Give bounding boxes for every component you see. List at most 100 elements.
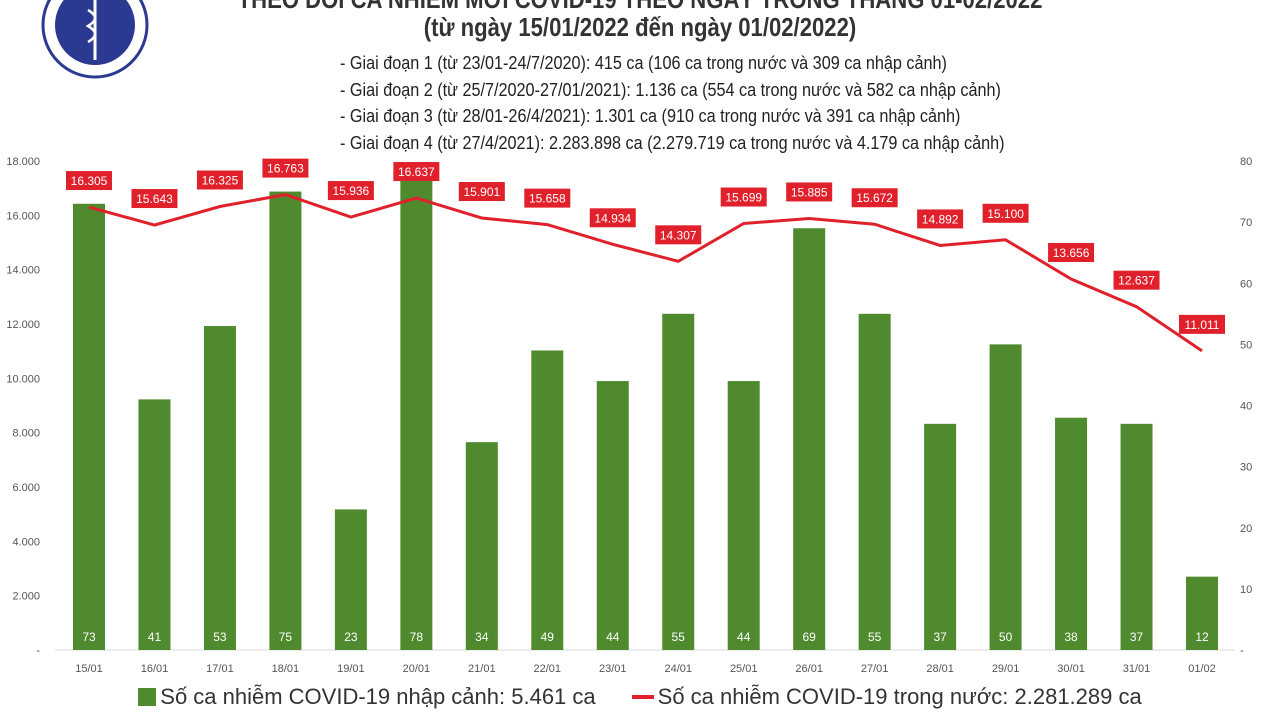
x-tick-label: 27/01: [861, 663, 889, 675]
bar-value-label: 49: [541, 630, 555, 644]
line-label-box: [196, 170, 243, 190]
left-tick-label: -: [36, 645, 40, 657]
line-value-label: 16.637: [398, 165, 435, 179]
line-value-label: 14.892: [922, 212, 959, 226]
left-tick-label: 2.000: [12, 591, 40, 603]
bar: [400, 173, 433, 650]
line-label-box: [66, 171, 112, 191]
x-tick-label: 28/01: [926, 663, 954, 675]
line-value-label: 15.885: [791, 185, 828, 199]
bar: [989, 344, 1022, 650]
line-label-box: [720, 187, 767, 207]
note-phase-1: - Giai đoạn 1 (từ 23/01-24/7/2020): 415 …: [340, 53, 947, 73]
bar-value-label: 38: [1064, 630, 1078, 644]
line-label-box: [655, 225, 702, 245]
note-phase-2: - Giai đoạn 2 (từ 25/7/2020-27/01/2021):…: [340, 79, 1001, 100]
line-value-label: 14.307: [660, 228, 697, 242]
bar-value-label: 55: [672, 630, 686, 644]
x-tick-label: 16/01: [141, 663, 169, 675]
left-tick-label: 14.000: [6, 265, 40, 277]
combo-chart: - 2.000 4.000 6.000 8.000 10.000 12.000 14.000 1…: [6, 156, 1252, 675]
bar-value-label: 73: [82, 630, 96, 644]
bar: [924, 423, 957, 650]
left-tick-label: 6.000: [12, 482, 40, 494]
bar: [858, 313, 891, 650]
bar-value-label: 78: [410, 630, 424, 644]
x-tick-label: 26/01: [795, 663, 823, 675]
legend-line-swatch: [631, 695, 654, 699]
x-tick-label: 01/02: [1188, 663, 1216, 675]
right-tick-label: 60: [1240, 278, 1252, 290]
bar-value-label: 41: [148, 630, 162, 644]
x-tick-label: 31/01: [1123, 663, 1151, 675]
right-tick-label: 80: [1240, 156, 1252, 168]
line-label-box: [589, 208, 636, 228]
x-tick-label: 19/01: [337, 663, 365, 675]
x-tick-label: 18/01: [272, 663, 300, 675]
legend-bar: Số ca nhiễm COVID-19 nhập cảnh: 5.461 ca: [138, 684, 596, 710]
bar: [662, 313, 695, 650]
bar: [793, 228, 826, 651]
line-label-box: [1048, 243, 1095, 263]
line-value-label: 15.672: [856, 191, 893, 205]
bar: [1055, 417, 1088, 650]
ministry-of-health-logo: [41, 0, 149, 79]
line-value-label: 15.658: [529, 192, 566, 206]
bar: [334, 509, 367, 650]
legend: Số ca nhiễm COVID-19 nhập cảnh: 5.461 ca…: [0, 684, 1280, 710]
bar: [727, 381, 760, 650]
bar: [203, 326, 236, 650]
bar-value-label: 53: [213, 630, 227, 644]
right-tick-label: -: [1240, 645, 1244, 657]
legend-bar-label: Số ca nhiễm COVID-19 nhập cảnh: 5.461 ca: [160, 684, 596, 709]
bar-value-label: 44: [737, 630, 751, 644]
line-value-label: 16.325: [202, 174, 239, 188]
x-tick-label: 17/01: [206, 663, 234, 675]
line-value-label: 15.936: [333, 184, 370, 198]
line-label-box: [1113, 270, 1160, 290]
line-value-label: 12.637: [1118, 274, 1155, 288]
right-tick-label: 30: [1240, 462, 1252, 474]
x-tick-label: 24/01: [664, 663, 692, 675]
bar: [531, 350, 564, 650]
right-tick-label: 40: [1240, 401, 1252, 413]
right-tick-label: 10: [1240, 584, 1252, 596]
x-tick-label: 15/01: [75, 663, 103, 675]
line-label-box: [982, 203, 1029, 223]
x-tick-label: 21/01: [468, 663, 496, 675]
bar: [73, 203, 105, 650]
bar-value-label: 44: [606, 630, 620, 644]
x-tick-label: 22/01: [534, 663, 562, 675]
right-tick-label: 20: [1240, 523, 1252, 535]
line-value-label: 13.656: [1053, 246, 1090, 260]
bar: [1186, 576, 1218, 650]
x-tick-label: 23/01: [599, 663, 627, 675]
legend-bar-swatch: [138, 688, 157, 706]
bar: [138, 399, 171, 650]
right-tick-label: 70: [1240, 217, 1252, 229]
note-phase-4: - Giai đoạn 4 (từ 27/4/2021): 2.283.898 …: [340, 132, 1005, 153]
line-value-label: 15.643: [136, 192, 173, 206]
line-label-box: [131, 189, 178, 209]
bar: [1120, 423, 1153, 650]
note-phase-3: - Giai đoạn 3 (từ 28/01-26/4/2021): 1.30…: [340, 106, 961, 126]
bar-value-label: 55: [868, 630, 882, 644]
line-value-label: 15.100: [987, 207, 1024, 221]
x-tick-label: 20/01: [403, 663, 431, 675]
bar-value-label: 37: [1130, 630, 1144, 644]
line-value-label: 11.011: [1185, 318, 1220, 332]
line-label-box: [851, 188, 898, 208]
left-tick-label: 8.000: [12, 428, 40, 440]
line-label-box: [262, 158, 309, 178]
line-label-box: [393, 162, 440, 182]
bar-value-label: 69: [802, 630, 816, 644]
chart-subtitle: (từ ngày 15/01/2022 đến ngày 01/02/2022): [423, 12, 857, 42]
line-label-box: [917, 209, 964, 229]
bar-value-label: 34: [475, 630, 489, 644]
chart-title: THEO DÕI CA NHIỄM MỚI COVID-19 THEO NGÀY…: [96, 0, 1184, 15]
domestic-line: [88, 193, 1203, 353]
left-tick-label: 12.000: [6, 319, 40, 331]
line-value-label: 14.934: [594, 211, 631, 225]
left-tick-label: 16.000: [6, 210, 40, 222]
bar: [269, 191, 302, 650]
